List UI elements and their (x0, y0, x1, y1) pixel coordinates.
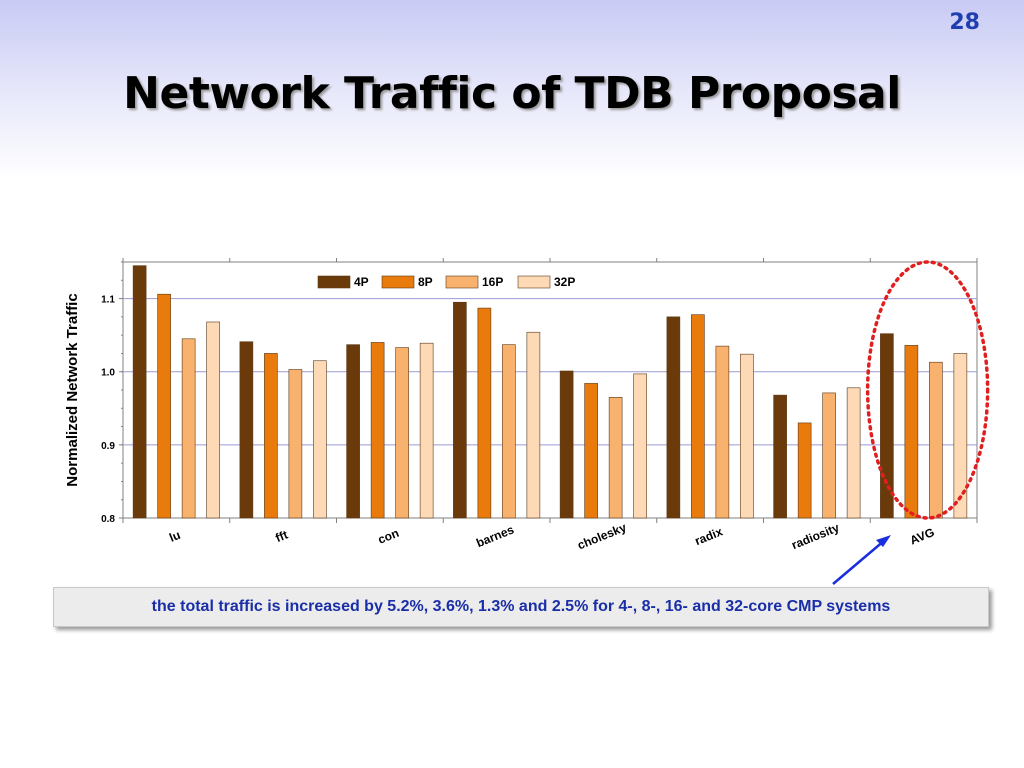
bar-con-16p (395, 347, 409, 519)
legend-swatch-4p (317, 275, 351, 289)
bar-radix-4p (666, 316, 681, 519)
legend-swatch-32p (517, 275, 551, 289)
bar-avg-8p (904, 345, 919, 519)
x-tick-label: con (376, 526, 401, 547)
slide-title: Network Traffic of TDB Proposal (123, 68, 901, 119)
bar-lu-8p (157, 293, 171, 519)
bar-fft-32p (313, 360, 327, 519)
bar-barnes-32p (526, 331, 541, 519)
bar-radix-32p (740, 353, 754, 519)
y-tick-label: 0.9 (101, 441, 115, 452)
highlight-ellipse (865, 260, 990, 520)
bar-cholesky-4p (559, 370, 574, 519)
bar-barnes-16p (502, 344, 516, 519)
legend-label-16p: 16P (482, 275, 503, 289)
bar-lu-32p (206, 321, 220, 519)
legend-swatch-16p (445, 275, 479, 289)
bar-lu-16p (181, 338, 196, 519)
y-tick-label: 1.1 (101, 295, 115, 306)
y-tick-label: 1.0 (101, 368, 115, 379)
x-tick-label: fft (273, 528, 289, 545)
bar-avg-4p (880, 333, 894, 519)
legend-label-4p: 4P (354, 275, 369, 289)
legend-label-8p: 8P (418, 275, 433, 289)
bar-radiosity-16p (822, 392, 836, 519)
bar-barnes-4p (453, 301, 467, 519)
bar-chart: 0.80.91.01.1lu fft con barnes cholesky radix r… (64, 258, 990, 552)
bar-con-4p (346, 344, 360, 519)
bar-con-8p (370, 342, 385, 519)
arrow-head (876, 535, 891, 547)
x-tick-label: cholesky (575, 520, 628, 552)
bar-radiosity-32p (846, 387, 861, 519)
pointer-arrow (832, 535, 891, 585)
slide-number: 28 (949, 10, 980, 35)
caption-text: the total traffic is increased by 5.2%, … (151, 598, 891, 615)
bar-fft-16p (288, 369, 303, 519)
bar-fft-4p (239, 341, 254, 519)
y-tick-label: 0.8 (101, 514, 115, 525)
legend-swatch-8p (381, 275, 415, 289)
x-tick-label: AVG (908, 525, 937, 547)
arrow-shaft (832, 539, 886, 585)
bar-con-32p (419, 342, 434, 519)
bar-fft-8p (264, 353, 278, 519)
y-axis-label: Normalized Network Traffic (64, 293, 81, 486)
bar-barnes-8p (477, 307, 492, 519)
bar-radiosity-4p (773, 394, 787, 519)
bar-avg-32p (953, 353, 968, 519)
bar-cholesky-16p (608, 397, 623, 519)
bar-cholesky-8p (584, 383, 598, 519)
caption-box: the total traffic is increased by 5.2%, … (53, 587, 989, 627)
bar-radix-16p (715, 345, 730, 519)
x-tick-label: barnes (474, 522, 516, 550)
x-tick-label: lu (167, 528, 182, 545)
bar-radiosity-8p (797, 422, 812, 519)
bar-avg-16p (929, 361, 943, 519)
bar-radix-8p (691, 314, 705, 519)
bar-lu-4p (132, 265, 147, 519)
legend-label-32p: 32P (554, 275, 575, 289)
x-tick-label: radix (693, 524, 725, 548)
bar-cholesky-32p (633, 373, 647, 519)
